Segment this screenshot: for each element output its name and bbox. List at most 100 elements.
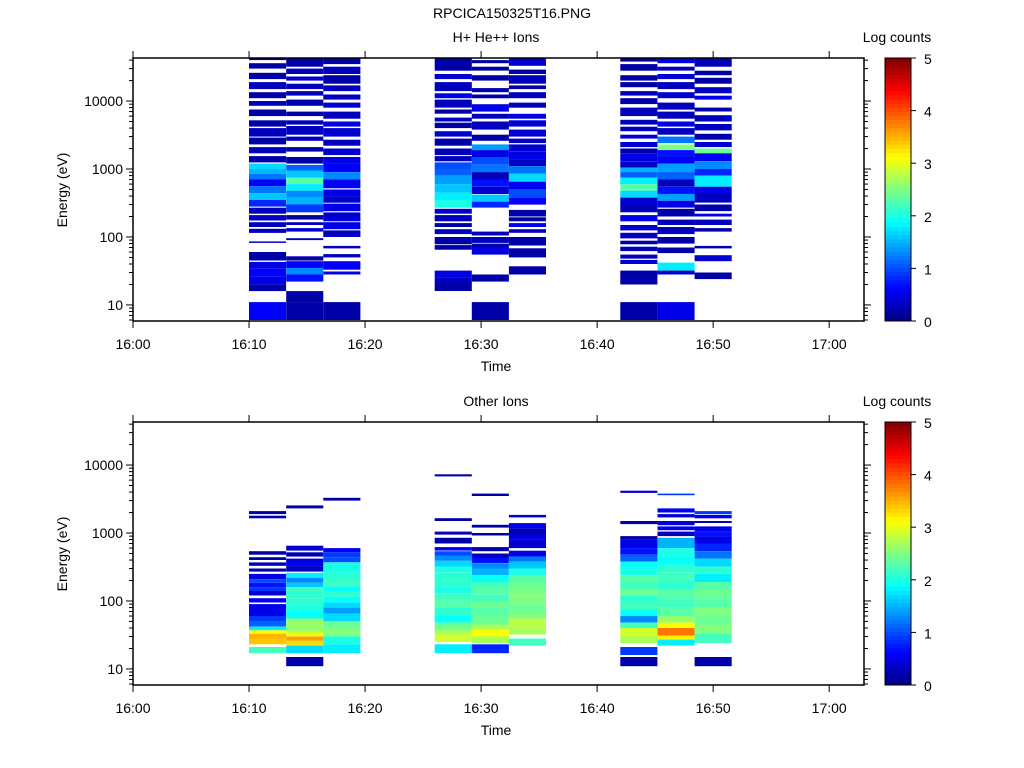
heatmap-cell [694, 566, 732, 574]
colorbar-segment [885, 181, 911, 186]
heatmap-cell [508, 528, 546, 535]
heatmap-cell [508, 626, 546, 635]
heatmap-cell [508, 85, 546, 90]
heatmap-cell [657, 111, 695, 119]
heatmap-cell [286, 577, 324, 583]
heatmap-cell [657, 121, 695, 127]
heatmap-cell [508, 618, 546, 627]
heatmap-cell [249, 604, 287, 617]
heatmap-cell [508, 144, 546, 152]
x-tick-label: 16:40 [580, 700, 615, 716]
colorbar-segment [885, 90, 911, 96]
colorbar-segment [885, 177, 911, 182]
colorbar-segment [885, 438, 911, 444]
colorbar-segment [885, 201, 911, 207]
heatmap-cell [657, 556, 695, 565]
heatmap-cell [471, 553, 509, 558]
heatmap-cell [694, 175, 732, 187]
heatmap-cell [249, 252, 287, 261]
heatmap-cell [323, 644, 361, 654]
heatmap-cell [249, 621, 287, 627]
colorbar-segment [885, 267, 911, 273]
heatmap-cell [657, 150, 695, 158]
heatmap-cell [249, 587, 287, 591]
heatmap-cell [657, 128, 695, 135]
heatmap-cell [657, 82, 695, 90]
heatmap-cell [249, 633, 287, 639]
heatmap-cell [249, 302, 287, 320]
heatmap-cell [471, 150, 509, 158]
colorbar-segment [885, 512, 911, 518]
heatmap-cell [249, 638, 287, 645]
heatmap-cell [286, 566, 324, 572]
colorbar-segment [885, 78, 911, 84]
heatmap-cell [323, 212, 361, 222]
heatmap-cell [286, 83, 324, 90]
heatmap-cell [471, 201, 509, 208]
heatmap-cell [323, 562, 361, 569]
heatmap-cell [694, 255, 732, 262]
heatmap-cell [434, 175, 472, 185]
heatmap-cell [471, 104, 509, 112]
heatmap-cell [323, 613, 361, 622]
colorbar-segment [885, 238, 911, 244]
colorbar-tick-label: 3 [924, 156, 932, 172]
colorbar-segment [885, 532, 911, 538]
heatmap-cell [471, 186, 509, 194]
heatmap-cell [657, 508, 695, 513]
heatmap-cell [657, 163, 695, 173]
heatmap-cell [620, 240, 658, 245]
heatmap-cell [657, 179, 695, 187]
y-tick-label: 10000 [84, 457, 123, 473]
heatmap-cell [286, 302, 324, 320]
colorbar-segment [885, 590, 911, 596]
colorbar-segment [885, 446, 911, 452]
heatmap-cell [249, 156, 287, 163]
heatmap-cell [620, 582, 658, 589]
heatmap-cell [471, 607, 509, 617]
heatmap-cell [286, 505, 324, 509]
heatmap-cell [286, 170, 324, 178]
heatmap-cell [694, 213, 732, 217]
heatmap-cell [249, 551, 287, 555]
colorbar-segment [885, 164, 911, 170]
heatmap-cell [471, 157, 509, 165]
colorbar-label: Log counts [863, 29, 932, 45]
heatmap-cell [249, 582, 287, 588]
heatmap-cell [249, 82, 287, 90]
heatmap-cell [620, 595, 658, 603]
heatmap-cell [508, 181, 546, 190]
heatmap-cell [471, 588, 509, 595]
heatmap-cell [620, 232, 658, 239]
heatmap-cell [657, 493, 695, 496]
heatmap-cell [471, 60, 509, 64]
heatmap-cell [434, 270, 472, 278]
y-tick-label: 1000 [92, 525, 123, 541]
colorbar-segment [885, 561, 911, 567]
y-tick-label: 1000 [92, 161, 123, 177]
heatmap-cell [657, 200, 695, 208]
colorbar-segment [885, 471, 911, 476]
heatmap-cell [286, 120, 324, 125]
heatmap-cell [508, 575, 546, 582]
colorbar-tick-label: 1 [924, 261, 932, 277]
heatmap-cell [657, 237, 695, 244]
colorbar-segment [885, 300, 911, 306]
colorbar-segment [885, 660, 911, 665]
heatmap-cell [286, 111, 324, 117]
x-tick-label: 16:50 [696, 336, 731, 352]
heatmap-cell [323, 580, 361, 587]
heatmap-cell [434, 566, 472, 573]
heatmap-cell [620, 91, 658, 96]
heatmap-cell [657, 564, 695, 573]
heatmap-cell [286, 587, 324, 591]
heatmap-cell [323, 497, 361, 501]
heatmap-cell [249, 241, 287, 243]
colorbar-segment [885, 127, 911, 133]
heatmap-cell [434, 138, 472, 146]
heatmap-cell [434, 622, 472, 630]
heatmap-cell [434, 237, 472, 245]
colorbar-segment [885, 639, 911, 645]
heatmap-cell [249, 169, 287, 174]
heatmap-cell [434, 283, 472, 291]
